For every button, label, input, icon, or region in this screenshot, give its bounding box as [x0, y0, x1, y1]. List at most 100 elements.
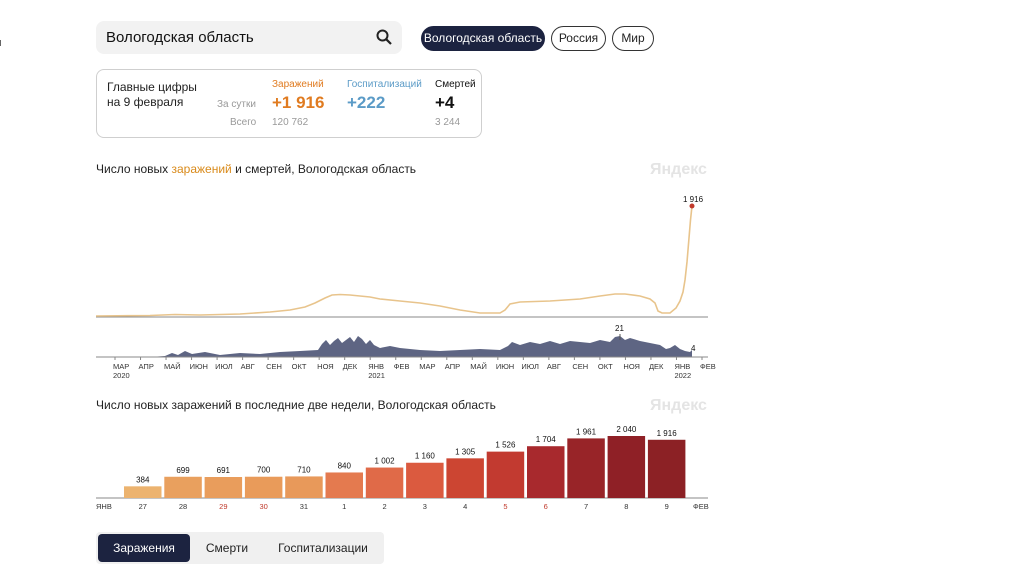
bar [164, 476, 202, 498]
month-end-label: ФЕВ [693, 502, 709, 511]
yandex-watermark: Яндекс [650, 161, 707, 178]
edge-mark [0, 40, 1, 46]
month-label: ИЮЛ [521, 362, 539, 371]
tab-deaths[interactable]: Смерти [205, 541, 249, 555]
day-label: 1 [342, 502, 346, 511]
month-label: АПР [445, 362, 460, 371]
month-label: ИЮН [190, 362, 208, 371]
day-label: 29 [219, 502, 227, 511]
day-label: 8 [624, 502, 628, 511]
day-label: 2 [382, 502, 386, 511]
month-label: МАР [419, 362, 435, 371]
bar-value-label: 1 526 [495, 441, 516, 450]
bar-value-label: 710 [297, 465, 311, 474]
month-label: ИЮН [496, 362, 514, 371]
bar-value-label: 1 961 [576, 427, 597, 436]
bar [204, 476, 243, 498]
bar-value-label: 1 160 [415, 452, 436, 461]
month-label: МАЙ [470, 362, 487, 371]
deaths-day-value: +4 [435, 93, 455, 112]
metric-tabs: Заражения Смерти Госпитализации [96, 532, 384, 564]
deaths-last-label: 4 [691, 344, 696, 353]
year-label: 2021 [368, 371, 385, 380]
bar-value-label: 384 [136, 475, 150, 484]
bar [527, 446, 565, 498]
yandex-watermark-2: Яндекс [650, 397, 707, 414]
bar-value-label: 700 [257, 466, 271, 475]
bar-value-label: 1 916 [657, 429, 678, 438]
month-label: АВГ [241, 362, 255, 371]
per-day-label: За сутки [217, 99, 256, 110]
main-figures-card: Главные цифры на 9 февраля За сутки Всег… [96, 69, 482, 138]
month-label: ЯНВ [368, 362, 384, 371]
bar [486, 451, 525, 498]
day-label: 28 [179, 502, 187, 511]
month-label: ДЕК [649, 362, 664, 371]
month-label: ФЕВ [700, 362, 716, 371]
bar [244, 476, 283, 498]
cases-peak-dot [689, 203, 695, 209]
day-label: 5 [503, 502, 507, 511]
bar [285, 476, 323, 498]
chart2-title: Число новых заражений в последние две не… [96, 398, 496, 412]
stats-heading: Главные цифры [107, 80, 197, 94]
day-label: 6 [544, 502, 548, 511]
search-input[interactable]: Вологодская область [106, 29, 254, 46]
year-label: 2022 [674, 371, 691, 380]
bar [406, 462, 444, 498]
bar [567, 438, 605, 498]
region-chip-russia[interactable]: Россия [551, 26, 606, 51]
tab-hospitalizations[interactable]: Госпитализации [278, 541, 368, 555]
total-label: Всего [230, 117, 257, 128]
bar [647, 439, 686, 498]
deaths-area [96, 336, 692, 357]
day-label: 3 [423, 502, 427, 511]
month-label: АПР [139, 362, 154, 371]
chart1-title: Число новых заражений и смертей, Вологод… [96, 162, 417, 176]
cases-peak-label: 1 916 [683, 195, 704, 204]
month-label: ОКТ [292, 362, 307, 371]
month-label: МАР [113, 362, 129, 371]
month-label: НОЯ [317, 362, 334, 371]
tab-infections[interactable]: Заражения [98, 534, 190, 562]
day-label: 7 [584, 502, 588, 511]
day-label: 4 [463, 502, 467, 511]
month-label: НОЯ [623, 362, 640, 371]
month-label: ФЕВ [394, 362, 410, 371]
month-label: МАЙ [164, 362, 181, 371]
bar-value-label: 1 002 [375, 457, 396, 466]
day-label: 30 [259, 502, 267, 511]
hospital-label: Госпитализаций [347, 79, 422, 90]
month-label: ИЮЛ [215, 362, 233, 371]
bar-value-label: 1 704 [536, 435, 557, 444]
bar [365, 467, 404, 498]
deaths-total-value: 3 244 [435, 117, 461, 128]
hospital-day-value: +222 [347, 93, 386, 112]
bar-value-label: 840 [338, 461, 352, 470]
bar [607, 436, 646, 498]
bar [446, 458, 484, 498]
month-start-label: ЯНВ [96, 502, 112, 511]
bar-value-label: 691 [217, 466, 231, 475]
bar-value-label: 699 [176, 466, 190, 475]
bar [124, 486, 162, 498]
infections-total-value: 120 762 [272, 117, 309, 128]
bar-value-label: 1 305 [455, 447, 476, 456]
infections-day-value: +1 916 [272, 93, 325, 112]
search-icon[interactable] [376, 29, 392, 45]
region-search[interactable]: Вологодская область [96, 21, 402, 54]
month-label: ЯНВ [674, 362, 690, 371]
stats-date: на 9 февраля [107, 95, 184, 109]
day-label: 9 [665, 502, 669, 511]
deaths-label: Смертей [435, 79, 476, 90]
infections-label: Заражений [272, 79, 324, 90]
month-axis: МАР АПР МАЙ ИЮН ИЮЛ АВГ СЕН ОКТ НОЯ ДЕК ЯНВ ФЕВ МАР А… [113, 357, 716, 380]
region-chip-vologda[interactable]: Вологодская область [421, 26, 545, 51]
deaths-peak-label: 21 [615, 324, 624, 333]
month-label: АВГ [547, 362, 561, 371]
region-chip-world[interactable]: Мир [612, 26, 654, 51]
month-label: СЕН [266, 362, 282, 371]
year-label: 2020 [113, 371, 130, 380]
